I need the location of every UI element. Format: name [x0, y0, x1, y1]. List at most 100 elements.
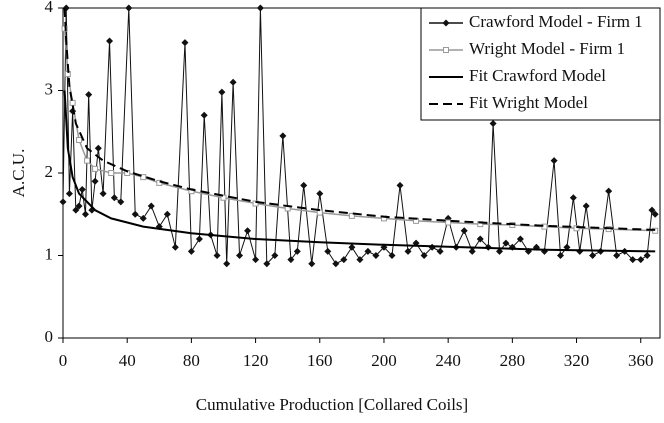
- data-point: [372, 252, 380, 259]
- data-point: [117, 198, 125, 206]
- data-point: [308, 260, 316, 268]
- x-tick-label: 40: [119, 351, 136, 370]
- data-point: [65, 190, 73, 198]
- legend-label: Crawford Model - Firm 1: [469, 12, 643, 31]
- data-point: [256, 4, 264, 12]
- data-point: [263, 260, 271, 268]
- data-point: [651, 210, 659, 218]
- legend-marker: [442, 19, 450, 27]
- data-point: [569, 194, 577, 202]
- data-point: [78, 186, 86, 193]
- data-point: [213, 252, 221, 259]
- data-point: [364, 247, 372, 255]
- y-tick-label: 2: [45, 162, 54, 181]
- data-point: [557, 252, 564, 259]
- x-tick-label: 280: [500, 351, 526, 370]
- data-point: [445, 219, 452, 226]
- data-point: [218, 88, 226, 96]
- data-point: [605, 187, 613, 195]
- data-point: [72, 206, 80, 214]
- x-tick-label: 320: [564, 351, 590, 370]
- data-point: [573, 225, 580, 232]
- data-point: [356, 256, 364, 264]
- data-point: [293, 247, 301, 255]
- data-point: [220, 194, 227, 201]
- data-point: [223, 260, 231, 268]
- data-point: [468, 247, 476, 255]
- y-tick-label: 1: [45, 244, 54, 263]
- data-point: [648, 206, 656, 214]
- data-point: [131, 210, 139, 218]
- data-point: [436, 247, 444, 255]
- data-point: [643, 252, 651, 259]
- data-point: [613, 252, 621, 259]
- data-point: [244, 227, 252, 235]
- y-tick-label: 0: [45, 327, 54, 346]
- x-tick-label: 160: [307, 351, 333, 370]
- data-point: [91, 177, 99, 185]
- x-tick-label: 240: [435, 351, 461, 370]
- legend-label: Wright Model - Firm 1: [469, 39, 625, 58]
- data-point: [550, 157, 558, 165]
- data-point: [181, 39, 189, 47]
- data-point: [200, 111, 208, 119]
- y-axis-label: A.C.U.: [9, 149, 28, 198]
- data-point: [76, 137, 83, 143]
- data-point: [84, 157, 91, 164]
- series-line: [63, 7, 656, 231]
- data-point: [332, 260, 340, 268]
- data-point: [110, 194, 118, 202]
- data-point: [316, 190, 324, 198]
- data-point: [589, 252, 597, 259]
- series-line: [63, 90, 656, 253]
- legend-box: [420, 7, 661, 121]
- data-point: [563, 243, 571, 251]
- legend-label: Fit Wright Model: [469, 93, 588, 112]
- x-tick-label: 0: [59, 351, 68, 370]
- data-point: [348, 212, 355, 219]
- data-point: [171, 243, 179, 251]
- data-point: [69, 99, 76, 106]
- data-point: [229, 78, 237, 86]
- data-point: [279, 132, 287, 140]
- data-point: [75, 202, 83, 210]
- data-point: [629, 256, 637, 264]
- data-point: [59, 198, 67, 206]
- data-point: [163, 210, 171, 218]
- x-tick-label: 80: [183, 351, 200, 370]
- data-point: [85, 91, 93, 99]
- data-point: [637, 256, 645, 264]
- data-point: [252, 200, 259, 207]
- data-point: [108, 170, 115, 176]
- data-point: [236, 252, 244, 259]
- data-point: [420, 252, 428, 259]
- data-point: [476, 235, 484, 243]
- data-point: [92, 165, 99, 172]
- data-point: [582, 202, 590, 210]
- data-point: [460, 227, 468, 235]
- data-point: [252, 256, 260, 264]
- y-tick-label: 3: [45, 79, 54, 98]
- x-axis-label: Cumulative Production [Collared Coils]: [196, 395, 468, 414]
- x-tick-label: 200: [371, 351, 397, 370]
- data-point: [516, 235, 524, 243]
- data-point: [147, 202, 155, 210]
- data-point: [271, 252, 279, 259]
- data-point: [489, 120, 497, 127]
- x-tick-label: 120: [243, 351, 269, 370]
- data-point: [195, 235, 203, 243]
- x-tick-label: 360: [628, 351, 654, 370]
- data-point: [324, 247, 332, 255]
- data-point: [404, 247, 412, 255]
- data-point: [140, 174, 147, 181]
- data-point: [388, 252, 396, 259]
- data-point: [81, 210, 89, 218]
- legend-label: Fit Crawford Model: [469, 66, 606, 85]
- data-point: [99, 190, 107, 198]
- data-point: [287, 256, 295, 264]
- data-point: [187, 247, 195, 255]
- data-point: [94, 144, 102, 152]
- data-point: [300, 181, 308, 189]
- data-point: [139, 214, 147, 222]
